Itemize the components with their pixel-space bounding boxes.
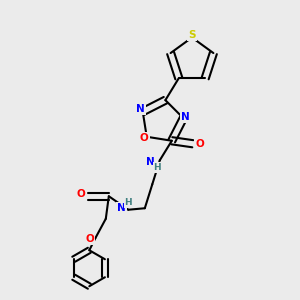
Text: N: N [182, 112, 190, 122]
Text: S: S [188, 29, 196, 40]
Text: O: O [140, 133, 149, 143]
Text: N: N [136, 104, 145, 114]
Text: O: O [77, 189, 85, 200]
Text: H: H [154, 163, 161, 172]
Text: N: N [146, 157, 155, 167]
Text: O: O [85, 234, 94, 244]
Text: N: N [117, 203, 126, 213]
Text: O: O [195, 139, 204, 149]
Text: H: H [124, 198, 132, 207]
